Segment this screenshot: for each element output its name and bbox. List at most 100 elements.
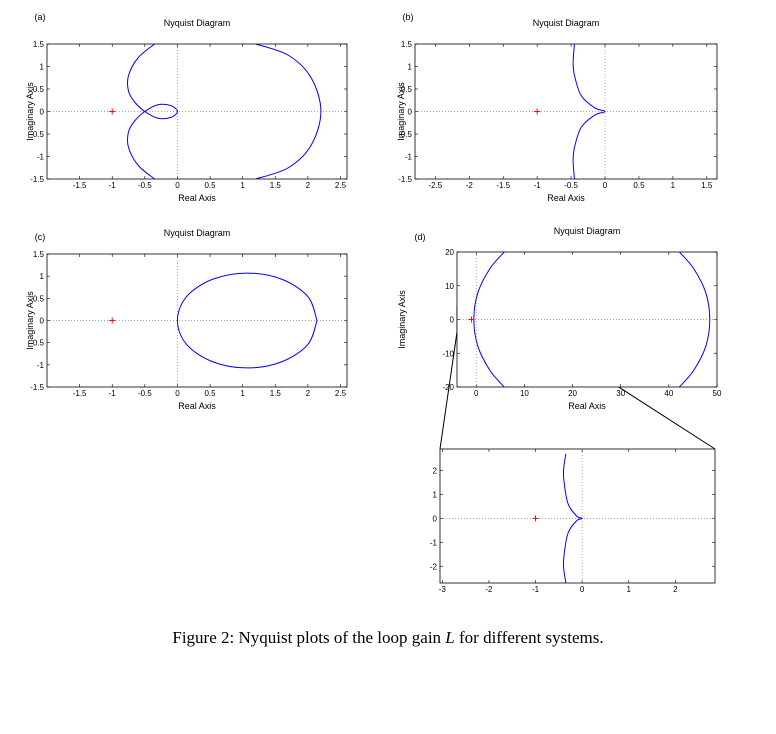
x-tick-label: 1: [240, 181, 245, 190]
x-tick-label: 0: [175, 389, 180, 398]
plot-frame: [439, 448, 716, 584]
panel: -1.5 -1 -0.5 0 0.5 1 1.5 2 2.5 -1.5 -1 -0.5 0 0.5 1 1.5…: [25, 12, 348, 203]
caption-label: Figure 2:: [172, 628, 234, 647]
y-tick-label: 1.5: [33, 250, 45, 259]
plot-frame: [456, 251, 718, 388]
caption: Figure 2: Nyquist plots of the loop gain…: [172, 628, 603, 647]
y-tick-label: 20: [445, 248, 454, 257]
nyquist-curve: [127, 44, 322, 179]
plot-frame: [414, 43, 718, 180]
caption-text: Nyquist plots of the loop gain: [238, 628, 441, 647]
y-axis-label: Imaginary Axis: [25, 291, 35, 350]
panel-title: Nyquist Diagram: [164, 228, 231, 238]
zoom-connector: [439, 331, 458, 450]
x-tick-label: 1.5: [270, 181, 282, 190]
panel-title: Nyquist Diagram: [164, 18, 231, 28]
x-tick-label: -0.5: [138, 389, 152, 398]
y-tick-label: 1: [40, 272, 45, 281]
y-tick-label: -1.5: [30, 383, 44, 392]
x-tick-label: 0: [175, 181, 180, 190]
plot-frame: [46, 253, 348, 388]
nyquist-curve: [572, 44, 606, 179]
y-tick-label: 0: [40, 317, 45, 326]
x-tick-label: -0.5: [138, 181, 152, 190]
x-tick-label: 2: [673, 585, 678, 594]
y-tick-label: 2: [433, 467, 438, 476]
x-tick-label: 1: [240, 389, 245, 398]
y-tick-label: 1.5: [401, 40, 413, 49]
y-tick-label: -0.5: [30, 130, 44, 139]
y-tick-label: -1: [37, 361, 45, 370]
critical-point: [109, 317, 116, 324]
x-tick-label: 0: [603, 181, 608, 190]
x-tick-label: -2: [466, 181, 474, 190]
x-axis-label: Real Axis: [178, 193, 216, 203]
nyquist-curve: [562, 453, 583, 583]
y-tick-label: -1: [430, 538, 438, 547]
x-tick-label: 0: [474, 389, 479, 398]
y-tick-label: 1: [408, 63, 413, 72]
x-tick-label: 1.5: [270, 389, 282, 398]
x-tick-label: -1: [109, 389, 117, 398]
y-axis-label: Imaginary Axis: [396, 82, 406, 141]
y-tick-label: -10: [442, 349, 454, 358]
y-tick-label: -1.5: [398, 175, 412, 184]
plot-frame: [46, 43, 348, 180]
x-tick-label: 40: [664, 389, 673, 398]
x-tick-label: -1.5: [73, 389, 87, 398]
x-tick-label: 10: [520, 389, 529, 398]
y-tick-label: -1.5: [30, 175, 44, 184]
x-tick-label: 30: [616, 389, 625, 398]
x-tick-label: 0.5: [633, 181, 645, 190]
y-tick-label: 0: [408, 108, 413, 117]
caption-text: for different systems.: [459, 628, 604, 647]
panel-label: (b): [403, 12, 414, 22]
panel-label: (d): [415, 232, 426, 242]
nyquist-curve: [176, 272, 318, 369]
y-tick-label: 0: [450, 316, 455, 325]
y-axis-label: Imaginary Axis: [25, 82, 35, 141]
x-tick-label: 1: [671, 181, 676, 190]
x-axis-label: Real Axis: [568, 401, 606, 411]
x-tick-label: -1: [534, 181, 542, 190]
y-tick-label: 0: [40, 108, 45, 117]
critical-point: [109, 108, 116, 115]
y-tick-label: 1.5: [33, 40, 45, 49]
y-tick-label: -1: [37, 153, 45, 162]
x-tick-label: 50: [713, 389, 722, 398]
x-tick-label: -1: [109, 181, 117, 190]
panel: -2.5 -2 -1.5 -1 -0.5 0 0.5 1 1.5 -1.5 -1 -0.5 0 0.5 1 1…: [396, 12, 718, 203]
y-tick-label: -0.5: [398, 130, 412, 139]
y-axis-label: Imaginary Axis: [397, 290, 407, 349]
x-tick-label: 0: [580, 585, 585, 594]
x-tick-label: 0.5: [204, 181, 216, 190]
x-tick-label: -2.5: [428, 181, 442, 190]
x-tick-label: 0.5: [204, 389, 216, 398]
x-tick-label: 1: [627, 585, 632, 594]
y-tick-label: 0.5: [33, 85, 45, 94]
y-tick-label: 10: [445, 282, 454, 291]
y-tick-label: 0: [433, 514, 438, 523]
panel-title: Nyquist Diagram: [533, 18, 600, 28]
x-tick-label: 2.5: [335, 181, 347, 190]
critical-point: [532, 515, 539, 522]
panel: 0 10 20 30 40 50 -20 -10 0 10 20 Nyquist Diagram (d)…: [397, 226, 722, 411]
x-tick-label: -2: [485, 585, 493, 594]
y-tick-label: -20: [442, 383, 454, 392]
panel-title: Nyquist Diagram: [554, 226, 621, 236]
x-tick-label: 2.5: [335, 389, 347, 398]
panel: -3 -2 -1 0 1 2 -2 -1 0 1 2: [430, 448, 716, 594]
x-tick-label: -1.5: [496, 181, 510, 190]
y-tick-label: 1: [40, 63, 45, 72]
x-tick-label: -1: [532, 585, 540, 594]
critical-point: [534, 108, 541, 115]
x-axis-label: Real Axis: [178, 401, 216, 411]
x-tick-label: 1.5: [701, 181, 713, 190]
x-tick-label: -3: [439, 585, 447, 594]
caption-symbol: L: [444, 628, 454, 647]
x-tick-label: -0.5: [564, 181, 578, 190]
x-tick-label: 2: [306, 181, 311, 190]
y-tick-label: 0.5: [401, 85, 413, 94]
y-tick-label: -0.5: [30, 339, 44, 348]
